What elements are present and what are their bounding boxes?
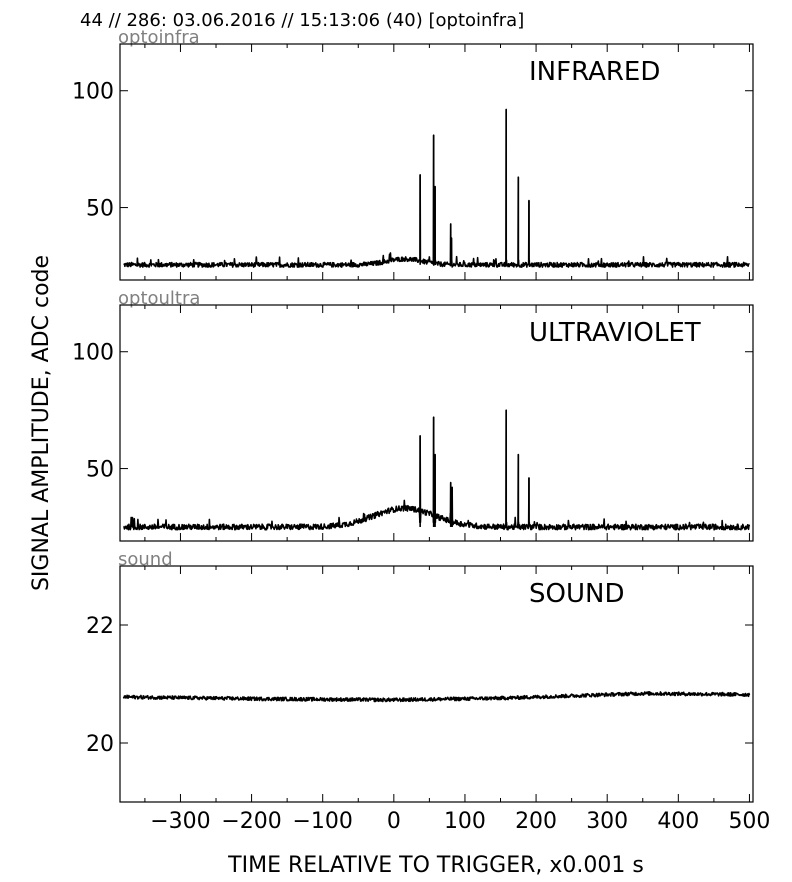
y-axis-label: SIGNAL AMPLITUDE, ADC code [29, 255, 54, 591]
plot-frame [119, 304, 754, 542]
panel-label: INFRARED [529, 57, 660, 87]
panel-label: SOUND [529, 579, 624, 609]
plot-frame [119, 43, 754, 281]
panel-optoinfra: optoinfra INFRARED 50 100 [72, 27, 754, 281]
panel-label: ULTRAVIOLET [529, 318, 701, 348]
chart-panels: optoinfra INFRARED 50 100 optoultra ULTRAVIOL… [72, 27, 770, 834]
channel-label: sound [118, 549, 173, 570]
x-tick-label: 300 [586, 809, 628, 834]
x-tick-label: −300 [150, 809, 210, 834]
signal-trace [123, 409, 751, 531]
y-tick-label: 100 [72, 341, 114, 366]
channel-label: optoultra [118, 288, 200, 309]
x-tick-label: −100 [292, 809, 352, 834]
y-tick-label: 22 [86, 614, 114, 639]
y-tick-label: 100 [72, 80, 114, 105]
signal-trace [123, 108, 750, 268]
y-tick-label: 50 [86, 458, 114, 483]
x-axis-label: TIME RELATIVE TO TRIGGER, x0.001 s [227, 853, 644, 878]
panel-optoultra: optoultra ULTRAVIOLET 50 100 [72, 288, 754, 542]
panel-sound: sound SOUND 20 22 −300 −200 −100 0 100 200 300 400 5… [86, 549, 770, 834]
plot-frame [119, 565, 754, 803]
x-tick-label: 400 [657, 809, 699, 834]
y-tick-label: 20 [86, 732, 114, 757]
x-tick-label: 500 [728, 809, 770, 834]
signal-trace [122, 691, 751, 703]
y-tick-label: 50 [86, 197, 114, 222]
x-tick-label: −200 [221, 809, 281, 834]
x-tick-label: 0 [387, 809, 401, 834]
x-tick-label: 200 [515, 809, 557, 834]
figure-title: 44 // 286: 03.06.2016 // 15:13:06 (40) [… [80, 10, 524, 31]
x-tick-label: 100 [444, 809, 486, 834]
channel-label: optoinfra [118, 27, 200, 48]
